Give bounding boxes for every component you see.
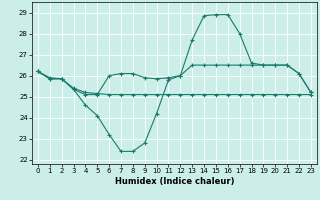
X-axis label: Humidex (Indice chaleur): Humidex (Indice chaleur) [115, 177, 234, 186]
